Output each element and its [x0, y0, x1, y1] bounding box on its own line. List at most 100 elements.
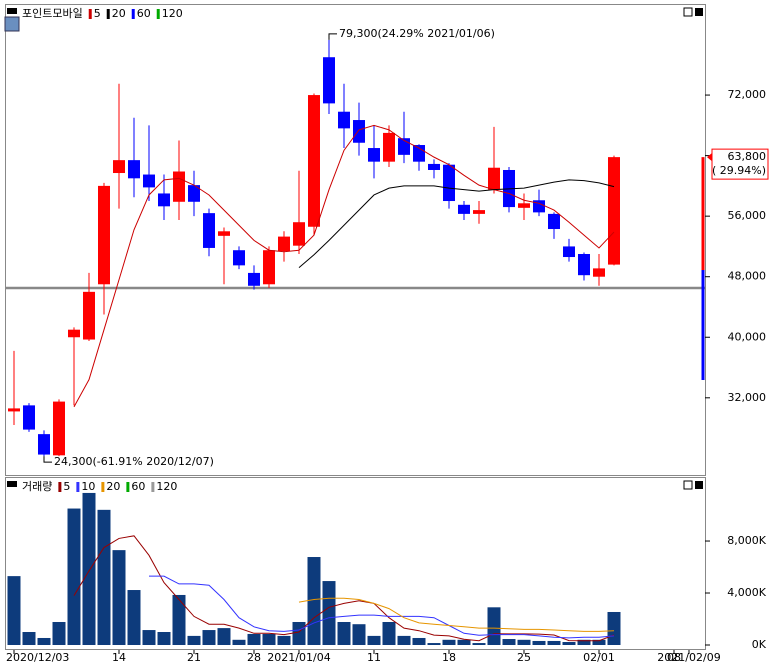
legend-swatch: [131, 9, 135, 19]
volume-bar: [517, 639, 531, 645]
volume-bar: [172, 594, 186, 645]
y-tick-label: 8,000K: [727, 534, 766, 547]
candle-body: [488, 167, 500, 190]
price-tag-label: 63,800: [728, 150, 767, 163]
ma-line: [298, 597, 615, 632]
x-tick-label: 2020/12/03: [6, 651, 69, 664]
legend-label: 20: [106, 480, 120, 493]
candle-body: [518, 203, 530, 208]
volume-bar: [592, 639, 606, 645]
volume-bar: [532, 640, 546, 645]
legend-swatch: [76, 482, 80, 492]
volume-bar: [82, 492, 96, 645]
volume-bar: [472, 643, 486, 645]
volume-bar: [157, 632, 171, 645]
volume-bar: [292, 621, 306, 645]
candle-body: [173, 171, 185, 202]
candle-body: [203, 213, 215, 248]
candle-body: [293, 222, 305, 246]
volume-bar: [202, 630, 216, 645]
legend-label: 120: [162, 7, 183, 20]
candle-body: [143, 174, 155, 188]
candle-body: [248, 272, 260, 286]
annotation: 24,300(-61.91% 2020/12/07): [54, 455, 214, 468]
candle-body: [578, 254, 590, 276]
candle-body: [368, 148, 380, 162]
x-tick-label: 2021/02/09: [657, 651, 720, 664]
legend-label: 5: [94, 7, 101, 20]
volume-bar: [502, 639, 516, 645]
ma-line: [73, 124, 615, 408]
candle-body: [353, 120, 365, 143]
panel-button[interactable]: [683, 7, 693, 17]
volume-bar: [577, 639, 591, 645]
volume-bar: [7, 576, 21, 645]
candle-body: [308, 95, 320, 227]
legend-swatch: [88, 9, 92, 19]
y-tick-label: 56,000: [728, 209, 767, 222]
x-tick-label: 2021/01/04: [267, 651, 330, 664]
volume-bar: [217, 628, 231, 645]
candle-body: [428, 163, 440, 170]
legend-title: 거래량: [22, 480, 52, 493]
candle-body: [383, 132, 395, 162]
volume-bar: [307, 557, 321, 645]
ma-line: [73, 535, 615, 642]
x-tick-label: 11: [367, 651, 381, 664]
volume-bar: [127, 590, 141, 645]
y-tick-label: 72,000: [728, 88, 767, 101]
candle-body: [413, 145, 425, 162]
annotation: 79,300(24.29% 2021/01/06): [339, 27, 495, 40]
price-tag-box: [711, 148, 769, 180]
candle-body: [473, 210, 485, 214]
x-tick-label: 28: [247, 651, 261, 664]
candle-body: [533, 200, 545, 213]
volume-bar: [337, 621, 351, 645]
candle-body: [323, 57, 335, 104]
volume-bar: [607, 611, 621, 645]
candle-body: [443, 164, 455, 202]
panel-button[interactable]: [695, 481, 703, 489]
candle-body: [38, 434, 50, 455]
volume-bar: [22, 632, 36, 645]
candle-body: [458, 204, 470, 214]
volume-bar: [67, 508, 81, 645]
legend-label: 60: [131, 480, 145, 493]
settings-icon[interactable]: [4, 16, 20, 32]
panel-button[interactable]: [683, 480, 693, 490]
candle-body: [593, 268, 605, 277]
x-tick-label: 18: [442, 651, 456, 664]
volume-bar: [457, 639, 471, 645]
candle-body: [8, 408, 20, 412]
volume-bar: [142, 630, 156, 645]
volume-bar: [187, 635, 201, 645]
candle-body: [68, 329, 80, 338]
x-tick-label: 21: [187, 651, 201, 664]
volume-bar: [232, 639, 246, 645]
legend-label: 20: [112, 7, 126, 20]
volume-panel: [5, 477, 706, 650]
candle-body: [98, 185, 110, 285]
candle-body: [83, 291, 95, 340]
volume-bar: [412, 637, 426, 645]
annotation-arrow: [328, 33, 337, 40]
candle-body: [23, 405, 35, 430]
legend-swatch: [126, 482, 130, 492]
price-tag-change: ( 29.94%): [712, 164, 766, 177]
candle-body: [338, 111, 350, 129]
candle-body: [233, 250, 245, 266]
candle-body: [563, 246, 575, 258]
panel-button[interactable]: [695, 8, 703, 16]
price-panel: [5, 4, 706, 476]
volume-bar: [397, 635, 411, 645]
volume-bar: [382, 621, 396, 645]
ma-line: [149, 575, 615, 639]
legend-label: 5: [63, 480, 70, 493]
candle-body: [218, 231, 230, 236]
legend-title: 포인트모바일: [22, 6, 83, 20]
legend-icon: [7, 8, 17, 14]
y-tick-label: 32,000: [728, 391, 767, 404]
volume-bar: [367, 635, 381, 645]
candle-body: [278, 236, 290, 251]
